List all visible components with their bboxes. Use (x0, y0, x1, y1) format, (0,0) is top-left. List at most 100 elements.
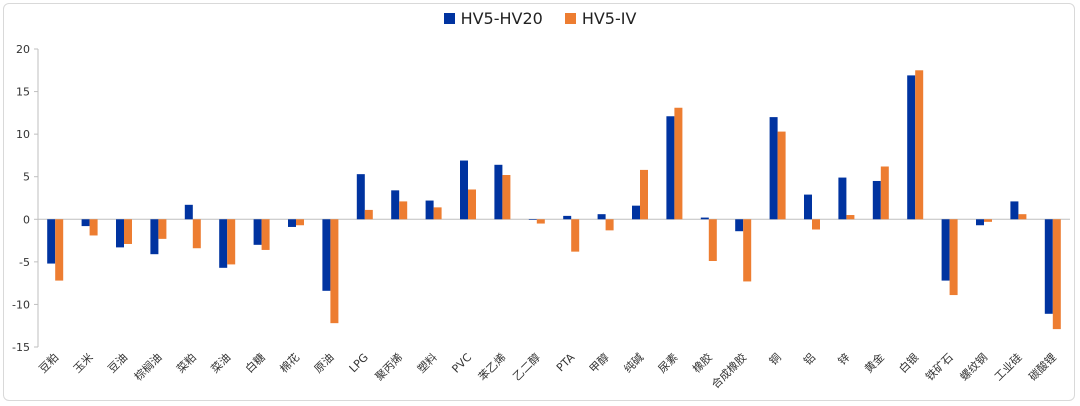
bar-hv5-hv20 (356, 174, 365, 220)
x-tick-label: 工业硅 (992, 351, 1025, 384)
x-tick-label: 豆油 (105, 350, 130, 375)
bar-hv5-hv20 (322, 219, 331, 291)
y-tick-label: 20 (16, 43, 30, 56)
x-tick-label: LPG (347, 351, 371, 375)
x-tick-label: 菜油 (208, 350, 233, 375)
y-tick-label: 15 (16, 86, 30, 99)
x-tick-label: 塑料 (414, 350, 439, 375)
bar-hv5-iv (192, 219, 201, 249)
bar-hv5-hv20 (81, 219, 90, 227)
x-tick-label: 玉米 (71, 351, 96, 376)
bar-hv5-hv20 (872, 180, 881, 220)
x-tick-label: 白银 (896, 350, 921, 375)
y-tick-label: 5 (23, 171, 30, 184)
x-tick-label: 棕榈油 (131, 350, 164, 383)
bar-hv5-iv (777, 131, 786, 220)
y-tick-label: -10 (12, 298, 30, 311)
bar-hv5-hv20 (769, 117, 778, 220)
bar-hv5-iv (261, 219, 270, 250)
bar-hv5-hv20 (1044, 219, 1053, 314)
bar-hv5-iv (812, 219, 820, 230)
legend-item-series-1: HV5-HV20 (443, 9, 543, 28)
y-tick-label: -5 (19, 256, 30, 269)
chart-frame (3, 3, 1075, 401)
chart-legend: HV5-HV20 HV5-IV (0, 9, 1080, 28)
bar-hv5-iv (536, 219, 545, 224)
bar-hv5-iv (984, 219, 992, 222)
y-tick-label: 0 (23, 213, 30, 226)
bar-hv5-iv (468, 189, 476, 220)
bar-hv5-iv (846, 215, 855, 220)
bar-hv5-iv (880, 166, 889, 220)
x-tick-label: 铝 (800, 350, 818, 368)
bar-hv5-iv (743, 219, 752, 282)
x-tick-label: 原油 (311, 350, 336, 375)
bar-hv5-hv20 (253, 219, 262, 245)
bar-hv5-hv20 (184, 204, 193, 220)
bar-hv5-hv20 (597, 214, 606, 220)
bar-hv5-iv (708, 219, 717, 262)
x-tick-label: 黄金 (861, 350, 886, 375)
bar-hv5-iv (89, 219, 98, 236)
x-tick-label: PVC (449, 351, 474, 376)
x-tick-label: 螺纹钢 (957, 350, 990, 383)
bar-hv5-iv (55, 219, 64, 281)
bar-hv5-hv20 (460, 160, 468, 220)
x-tick-label: 菜粕 (173, 350, 198, 375)
legend-swatch-series-2 (564, 13, 576, 24)
bar-hv5-iv (605, 219, 614, 231)
x-tick-label: 合成橡胶 (708, 350, 749, 391)
bar-hv5-hv20 (391, 190, 400, 220)
x-tick-label: 尿素 (656, 351, 681, 376)
bar-hv5-hv20 (528, 219, 537, 220)
bar-hv5-hv20 (976, 219, 984, 226)
bar-hv5-iv (915, 70, 924, 220)
bar-hv5-hv20 (425, 200, 434, 220)
bar-hv5-hv20 (804, 194, 812, 220)
bar-hv5-iv (158, 219, 167, 239)
bar-hv5-hv20 (150, 219, 159, 255)
bar-hv5-hv20 (494, 164, 503, 220)
bar-hv5-iv (571, 219, 580, 252)
bar-hv5-hv20 (941, 219, 950, 281)
bar-hv5-iv (949, 219, 958, 296)
x-tick-label: 铁矿石 (923, 351, 956, 384)
bar-hv5-iv (227, 219, 236, 265)
x-tick-label: 苯乙烯 (475, 350, 508, 383)
bar-hv5-iv (124, 219, 132, 244)
legend-swatch-series-1 (443, 13, 455, 24)
y-tick-label: -15 (12, 341, 30, 354)
bar-hv5-iv (330, 219, 339, 324)
legend-label-series-1: HV5-HV20 (460, 9, 543, 28)
bar-hv5-hv20 (666, 116, 675, 220)
x-tick-label: 聚丙烯 (373, 351, 406, 384)
x-tick-label: 铜 (766, 350, 784, 368)
bar-hv5-hv20 (735, 219, 744, 232)
legend-label-series-2: HV5-IV (581, 9, 637, 28)
bar-hv5-iv (674, 107, 683, 220)
bar-hv5-hv20 (700, 217, 709, 220)
x-tick-label: PTA (554, 351, 578, 375)
bar-hv5-iv (399, 201, 408, 220)
bar-hv5-hv20 (838, 177, 847, 220)
bar-hv5-hv20 (116, 219, 124, 248)
bar-hv5-iv (1018, 214, 1027, 220)
x-tick-label: 碳酸锂 (1026, 350, 1059, 383)
bar-hv5-hv20 (288, 219, 296, 227)
bar-hv5-hv20 (563, 215, 572, 220)
x-tick-label: 橡胶 (689, 350, 714, 375)
x-tick-label: 豆粕 (36, 350, 61, 375)
bar-hv5-hv20 (1010, 201, 1019, 220)
x-tick-label: 棉花 (277, 350, 302, 375)
x-tick-label: 甲醇 (586, 350, 611, 375)
bar-hv5-hv20 (47, 219, 56, 264)
bar-hv5-iv (1052, 219, 1061, 330)
bar-hv5-hv20 (907, 75, 916, 220)
x-tick-label: 纯碱 (621, 351, 646, 376)
y-tick-label: 10 (16, 128, 30, 141)
bar-hv5-iv (364, 209, 373, 220)
bar-hv5-iv (640, 169, 648, 220)
x-tick-label: 白糖 (242, 350, 267, 375)
bar-hv5-hv20 (219, 219, 228, 268)
